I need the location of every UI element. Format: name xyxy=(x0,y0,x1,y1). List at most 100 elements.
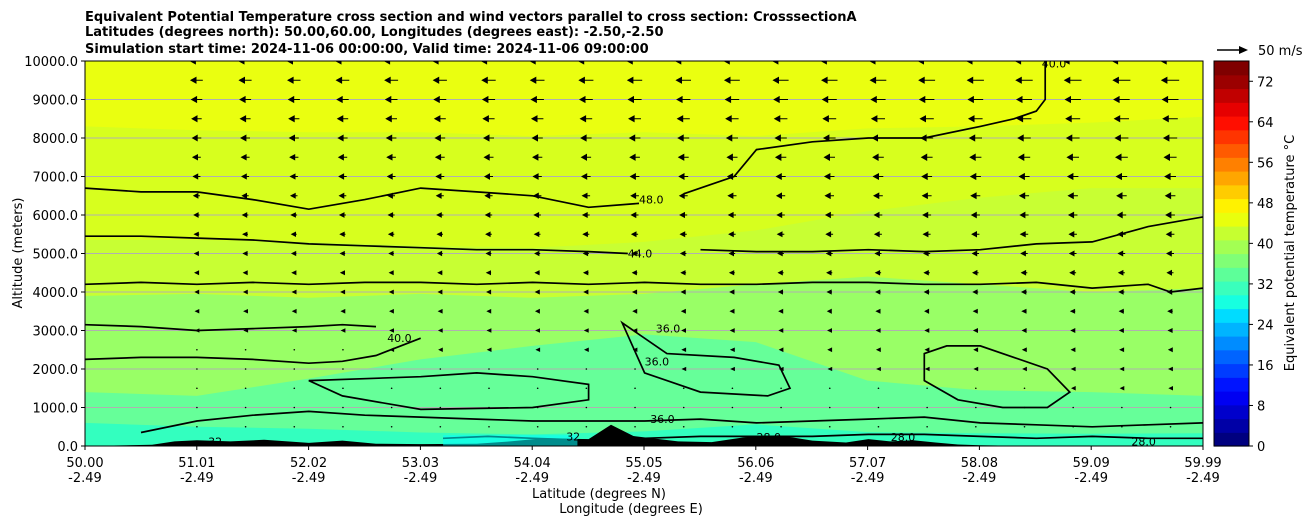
wind-key-label: 50 m/s xyxy=(1258,44,1303,59)
wind-arrow xyxy=(486,289,492,295)
wind-arrow xyxy=(821,95,837,104)
wind-arrow xyxy=(533,231,541,238)
wind-arrow xyxy=(339,231,346,238)
wind-arrow xyxy=(532,153,543,161)
wind-arrow xyxy=(724,95,740,104)
wind-arrow xyxy=(972,308,978,314)
wind-arrow xyxy=(681,328,686,333)
wind-arrow xyxy=(434,153,445,161)
wind-arrow xyxy=(194,309,200,314)
wind-arrow xyxy=(920,153,933,161)
x-tick-label-lon: -2.49 xyxy=(68,471,102,486)
x-tick-label-lat: 55.05 xyxy=(625,456,662,471)
wind-arrow xyxy=(827,347,833,353)
wind-arrow xyxy=(242,270,248,276)
wind-arrow xyxy=(877,425,880,428)
wind-arrow xyxy=(627,95,642,104)
wind-arrow xyxy=(778,308,784,314)
contour-line-36-0 xyxy=(85,323,377,332)
wind-arrow xyxy=(532,173,542,180)
wind-arrow xyxy=(630,211,639,219)
gridlines xyxy=(85,99,1203,408)
wind-arrow xyxy=(726,153,738,161)
wind-arrow xyxy=(338,173,347,180)
wind-arrow xyxy=(1166,250,1174,257)
wind-arrow xyxy=(873,231,882,238)
wind-arrow xyxy=(875,308,881,314)
wind-arrow xyxy=(194,289,200,295)
wind-arrow xyxy=(682,406,685,409)
wind-arrow xyxy=(918,76,936,84)
x-tick-label-lon: -2.49 xyxy=(963,471,997,486)
wind-arrow xyxy=(823,172,835,181)
chart-title-line-1: Equivalent Potential Temperature cross s… xyxy=(85,10,857,25)
wind-arrow xyxy=(289,153,299,161)
wind-arrow xyxy=(626,76,643,84)
wind-arrow xyxy=(725,134,738,142)
colorbar-segment xyxy=(1214,294,1249,310)
wind-arrow xyxy=(731,425,734,428)
wind-arrow xyxy=(488,368,490,370)
wind-arrow xyxy=(729,289,735,295)
wind-arrow xyxy=(870,95,886,104)
wind-arrow xyxy=(626,61,643,65)
wind-arrow xyxy=(868,61,887,65)
wind-arrow xyxy=(968,134,982,142)
x-tick-label-lon: -2.49 xyxy=(1074,471,1108,486)
wind-arrow xyxy=(1021,308,1027,314)
wind-arrow xyxy=(634,406,636,409)
contour-label: 36.0 xyxy=(650,413,675,426)
x-tick-label-lat: 58.08 xyxy=(961,456,998,471)
wind-arrow xyxy=(777,289,784,295)
wind-arrow xyxy=(337,153,348,161)
wind-arrow xyxy=(433,95,447,104)
wind-arrow xyxy=(384,76,399,84)
wind-arrow xyxy=(826,308,832,314)
wind-arrow xyxy=(389,328,394,333)
wind-arrow xyxy=(389,308,394,314)
wind-arrow xyxy=(975,425,977,428)
wind-arrow xyxy=(679,211,688,219)
wind-arrow xyxy=(340,308,346,314)
wind-arrow xyxy=(387,212,395,218)
wind-arrow xyxy=(634,425,636,428)
wind-arrow xyxy=(484,192,493,199)
plot-area: 48.0 44.0 40.0 36.0 36.0 36.0 40.0 28.0 28.0 28.0… xyxy=(85,61,1203,448)
wind-arrow xyxy=(1065,115,1081,123)
wind-arrow xyxy=(1064,95,1081,104)
wind-arrow xyxy=(243,309,248,314)
wind-arrow xyxy=(678,173,689,180)
wind-arrow xyxy=(1069,289,1076,295)
wind-arrow xyxy=(1022,366,1027,372)
colorbar-tick-label: 72 xyxy=(1257,75,1274,90)
wind-arrow xyxy=(1164,172,1176,181)
contour-label: 28.0 xyxy=(891,431,916,444)
wind-arrow xyxy=(970,211,980,219)
x-tick-label-lon: -2.49 xyxy=(739,471,773,486)
wind-arrow xyxy=(1063,61,1083,65)
wind-arrow xyxy=(342,387,344,390)
wind-arrow xyxy=(437,289,443,295)
wind-arrow xyxy=(1015,76,1033,84)
wind-arrow xyxy=(529,61,546,65)
wind-arrow xyxy=(875,328,881,333)
wind-arrow xyxy=(631,289,638,295)
wind-arrow xyxy=(731,387,734,390)
x-tick-label-lat: 53.03 xyxy=(402,456,439,471)
wind-arrow xyxy=(244,387,247,390)
wind-arrow xyxy=(293,425,296,428)
wind-arrow xyxy=(681,366,687,372)
wind-arrow xyxy=(877,387,880,390)
wind-arrow xyxy=(337,134,348,142)
contour-label: 28.0 xyxy=(1131,435,1156,448)
colorbar-segment xyxy=(1214,308,1249,323)
wind-arrow xyxy=(439,387,442,390)
wind-arrow xyxy=(728,231,736,238)
wind-arrow xyxy=(1116,211,1127,219)
wind-arrow xyxy=(433,115,446,123)
wind-arrow xyxy=(390,406,393,409)
x-tick-label-lon: -2.49 xyxy=(515,471,549,486)
chart-title-line-3: Simulation start time: 2024-11-06 00:00:… xyxy=(85,42,649,57)
contour-line-48-0 xyxy=(85,187,640,211)
wind-key: 50 m/s xyxy=(1217,44,1303,59)
